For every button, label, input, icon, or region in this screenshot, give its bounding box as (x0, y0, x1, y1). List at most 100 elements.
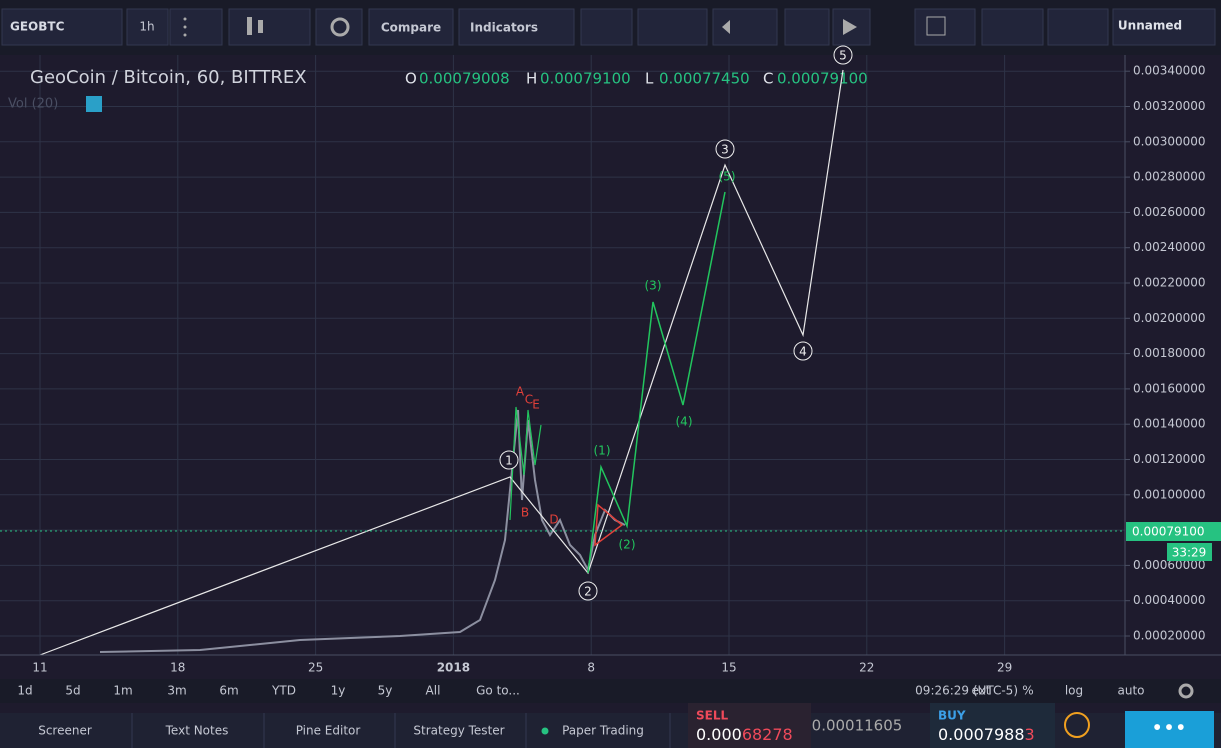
range-button[interactable]: 3m (167, 684, 186, 698)
info-icon[interactable] (1064, 712, 1090, 738)
tab[interactable]: Strategy Tester (413, 724, 504, 738)
countdown-box (1167, 543, 1212, 561)
grid (0, 55, 1125, 655)
minor-wave-label: E (532, 398, 540, 412)
sell-head: 0.000 (696, 725, 742, 744)
wave-circle (499, 450, 519, 470)
time-tick-label: 8 (587, 661, 595, 675)
primary-wave (39, 69, 844, 656)
percent-toggle[interactable]: % (1022, 684, 1033, 698)
range-button[interactable]: YTD (271, 684, 296, 698)
legend-c-label: C (763, 70, 773, 88)
time-tick-label: 25 (308, 661, 323, 675)
time-tick-label: 29 (997, 661, 1012, 675)
last-price-box (1126, 522, 1221, 541)
price-tick-label: 0.00140000 (1133, 417, 1206, 431)
legend-title: GeoCoin / Bitcoin, 60, BITTREX (30, 67, 307, 88)
price-tick-label: 0.00260000 (1133, 205, 1206, 219)
volume-label: Vol (20) (8, 97, 58, 112)
ext-toggle[interactable]: ext (972, 684, 991, 698)
price-tick-label: 0.00060000 (1133, 558, 1206, 572)
price-tick-label: 0.00040000 (1133, 593, 1206, 607)
auto-toggle[interactable]: auto (1117, 684, 1144, 698)
intermediate-wave-label: (3) (645, 279, 662, 293)
intermediate-wave-label: (2) (619, 538, 636, 552)
minor-wave-label: D (549, 513, 558, 527)
sell-price: 0.00068278 (696, 725, 793, 744)
wave-circle (715, 139, 735, 159)
tabs[interactable]: Screener Text Notes Pine Editor Strategy Te… (38, 713, 671, 748)
legend-h-label: H (526, 70, 537, 88)
minor-wave-label: C (525, 393, 533, 407)
price-tick-label: 0.00100000 (1133, 487, 1206, 501)
legend-l: 0.00077450 (659, 70, 750, 88)
sell-box[interactable] (688, 703, 811, 748)
time-tick-label: 15 (721, 661, 736, 675)
price-tick-label: 0.00280000 (1133, 170, 1206, 184)
interval[interactable]: 1h (139, 20, 154, 34)
buy-box[interactable] (930, 703, 1055, 748)
tab[interactable]: Text Notes (165, 724, 229, 738)
toolbar-buttons[interactable] (1, 8, 1216, 46)
range-button[interactable]: All (426, 684, 441, 698)
range-button[interactable]: 1y (331, 684, 346, 698)
price-tick-label: 0.00160000 (1133, 381, 1206, 395)
price-tick-label: 0.00120000 (1133, 452, 1206, 466)
legend-o: 0.00079008 (419, 70, 510, 88)
price-tick-label: 0.00340000 (1133, 64, 1206, 78)
range-button[interactable]: 1m (113, 684, 132, 698)
buy-head: 0.0007988 (938, 725, 1025, 744)
minor-wave-label: B (521, 506, 529, 520)
range-button[interactable]: 5y (378, 684, 393, 698)
wave-circle (578, 581, 598, 601)
range-button[interactable]: 6m (219, 684, 238, 698)
buy-label: BUY (938, 709, 966, 723)
intermediate-wave-label: (5) (719, 170, 736, 184)
time-tick-label: 11 (32, 661, 47, 675)
price-tick-label: 0.00180000 (1133, 346, 1206, 360)
layout-name[interactable]: Unnamed (1118, 19, 1182, 33)
tab[interactable]: Pine Editor (296, 724, 361, 738)
tab[interactable]: Screener (38, 724, 92, 738)
countdown: 33:29 (1172, 546, 1207, 560)
clock: 09:26:29 (UTC-5) (915, 684, 1018, 698)
symbol[interactable]: GEOBTC (10, 20, 65, 34)
price-tick-label: 0.00220000 (1133, 276, 1206, 290)
compare-button[interactable]: Compare (381, 21, 441, 35)
primary-wave-label: 5 (839, 49, 847, 63)
sell-tail: 68278 (742, 725, 793, 744)
intermediate-wave-label: (4) (676, 415, 693, 429)
log-toggle[interactable]: log (1065, 684, 1083, 698)
time-ticks: 11 18 25 2018 8 15 22 29 (32, 661, 1012, 675)
spread: 0.00011605 (812, 717, 903, 735)
wave-labels: 1 2 3 4 5 (1) (2) (3) (4) (5) A B C D E (499, 45, 853, 601)
primary-wave-label: 1 (505, 454, 513, 468)
price-tick-label: 0.00020000 (1133, 629, 1206, 643)
primary-wave-label: 2 (584, 585, 592, 599)
time-tick-label: 18 (170, 661, 185, 675)
menu-button[interactable] (1125, 711, 1214, 748)
vol-eye[interactable] (86, 96, 102, 112)
legend-o-label: O (405, 70, 417, 88)
intermediate-wave-label: (1) (594, 444, 611, 458)
ranges[interactable]: 1d 5d 1m 3m 6m YTD 1y 5y All Go to... (17, 684, 520, 698)
sell-label: SELL (696, 709, 728, 723)
indicators-button[interactable]: Indicators (470, 21, 538, 35)
last-price: 0.00079100 (1132, 525, 1205, 539)
price-ticks: 0.00020000 0.00040000 0.00060000 0.00100000… (1125, 64, 1206, 643)
minor-wave-label: A (516, 385, 525, 399)
minor-wave (509, 406, 542, 521)
paper-trading-dot (541, 727, 549, 735)
range-button[interactable]: Go to... (476, 684, 520, 698)
range-bar (0, 679, 1221, 703)
menu-dots: ••• (1151, 716, 1186, 740)
tab[interactable]: Paper Trading (562, 724, 644, 738)
wave-circle (833, 45, 853, 65)
range-button[interactable]: 5d (65, 684, 80, 698)
legend-c: 0.00079100 (777, 70, 868, 88)
settings-icon[interactable] (1178, 683, 1194, 699)
intermediate-wave (587, 191, 726, 574)
range-button[interactable]: 1d (17, 684, 32, 698)
